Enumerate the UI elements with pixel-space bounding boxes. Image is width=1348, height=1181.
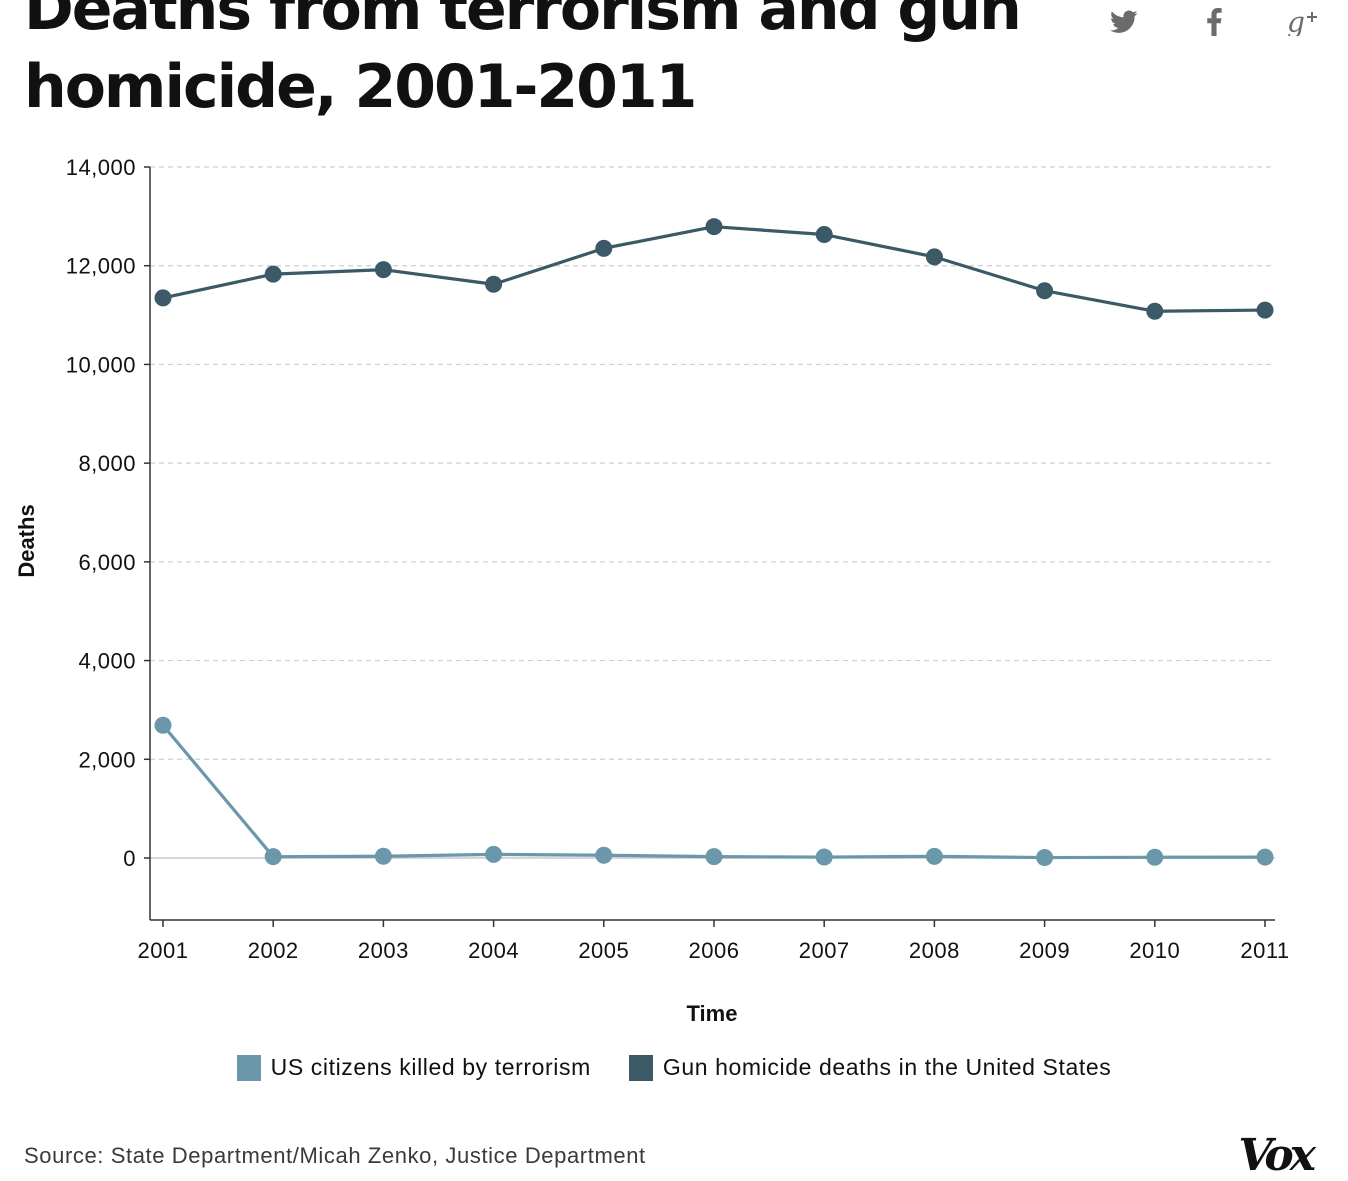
legend-item-gun-homicide[interactable]: Gun homicide deaths in the United States xyxy=(628,1054,1112,1081)
x-axis-title: Time xyxy=(687,1001,738,1026)
data-point-gun-homicide[interactable] xyxy=(1036,282,1054,300)
data-point-terrorism[interactable] xyxy=(1036,849,1054,867)
x-tick-label: 2007 xyxy=(799,938,850,963)
data-point-terrorism[interactable] xyxy=(264,848,282,866)
source-note: Source: State Department/Micah Zenko, Ju… xyxy=(24,1143,646,1168)
chart-title: Deaths from terrorism and gun homicide, … xyxy=(24,0,1022,122)
x-tick-label: 2006 xyxy=(689,938,740,963)
data-point-gun-homicide[interactable] xyxy=(1146,302,1164,320)
x-tick-label: 2010 xyxy=(1129,938,1180,963)
twitter-share-button[interactable] xyxy=(1094,0,1154,44)
y-tick-label: 10,000 xyxy=(66,352,136,377)
data-point-gun-homicide[interactable] xyxy=(815,226,833,244)
facebook-share-button[interactable] xyxy=(1184,0,1244,44)
y-tick-label: 2,000 xyxy=(78,747,136,772)
series-line-terrorism xyxy=(161,724,1266,860)
y-tick-label: 6,000 xyxy=(78,550,136,575)
y-tick-label: 4,000 xyxy=(78,649,136,674)
x-tick-label: 2005 xyxy=(578,938,629,963)
svg-text:g: g xyxy=(1287,8,1305,36)
data-point-terrorism[interactable] xyxy=(815,848,833,866)
data-point-gun-homicide[interactable] xyxy=(1256,301,1274,319)
data-point-gun-homicide[interactable] xyxy=(485,275,503,293)
data-point-terrorism[interactable] xyxy=(485,845,503,863)
data-point-terrorism[interactable] xyxy=(374,847,392,865)
data-point-gun-homicide[interactable] xyxy=(705,218,723,236)
data-point-terrorism[interactable] xyxy=(705,848,723,866)
legend-label-gun-homicide: Gun homicide deaths in the United States xyxy=(662,1054,1112,1080)
series-line-gun-homicide xyxy=(162,225,1266,313)
x-tick-label: 2003 xyxy=(358,938,409,963)
legend-swatch-gun-homicide xyxy=(628,1054,653,1081)
data-point-gun-homicide[interactable] xyxy=(374,261,392,279)
vox-logo: Vox xyxy=(1238,1130,1316,1181)
data-point-terrorism[interactable] xyxy=(1256,848,1274,866)
x-tick-label: 2002 xyxy=(248,938,299,963)
data-point-terrorism[interactable] xyxy=(1146,848,1164,866)
data-point-gun-homicide[interactable] xyxy=(264,265,282,283)
y-tick-label: 12,000 xyxy=(66,254,136,279)
y-tick-label: 0 xyxy=(123,846,136,871)
data-point-gun-homicide[interactable] xyxy=(925,248,943,266)
data-point-terrorism[interactable] xyxy=(595,846,613,864)
google-plus-icon: g xyxy=(1287,8,1317,36)
legend-item-terrorism[interactable]: US citizens killed by terrorism xyxy=(236,1054,591,1081)
legend-swatch-terrorism xyxy=(236,1054,261,1081)
y-axis-title: Deaths xyxy=(14,504,39,577)
google-plus-share-button[interactable]: g xyxy=(1272,0,1332,44)
data-point-terrorism[interactable] xyxy=(154,716,172,734)
twitter-icon xyxy=(1110,10,1138,33)
data-point-gun-homicide[interactable] xyxy=(154,289,172,307)
facebook-icon xyxy=(1207,8,1222,36)
y-tick-label: 14,000 xyxy=(66,155,136,180)
legend-label-terrorism: US citizens killed by terrorism xyxy=(270,1054,591,1080)
data-point-gun-homicide[interactable] xyxy=(595,239,613,257)
x-tick-label: 2004 xyxy=(468,938,519,963)
data-point-terrorism[interactable] xyxy=(925,847,943,865)
x-tick-label: 2011 xyxy=(1240,938,1289,963)
y-tick-label: 8,000 xyxy=(78,451,136,476)
x-tick-label: 2009 xyxy=(1019,938,1070,963)
legend: US citizens killed by terrorism Gun homi… xyxy=(0,1054,1348,1081)
x-tick-label: 2001 xyxy=(138,938,189,963)
x-tick-label: 2008 xyxy=(909,938,960,963)
